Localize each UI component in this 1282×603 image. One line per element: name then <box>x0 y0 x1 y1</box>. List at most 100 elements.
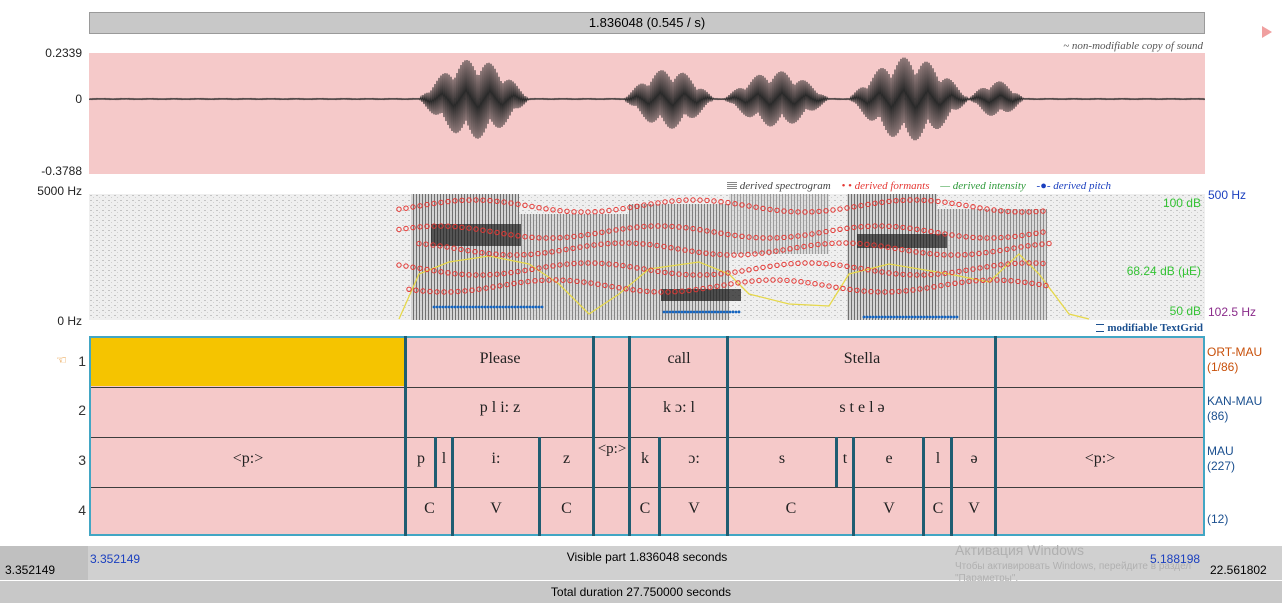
tier-2-interval[interactable]: p l i: z <box>479 399 521 416</box>
formant-point <box>976 250 982 257</box>
formant-point <box>851 204 857 210</box>
formant-point <box>924 285 930 291</box>
tier-4-interval[interactable]: V <box>968 500 980 517</box>
formant-point <box>935 271 941 277</box>
formant-point <box>675 246 681 252</box>
formant-point <box>1046 240 1052 247</box>
formant-point <box>585 209 591 215</box>
formant-point <box>977 235 983 241</box>
tier-2-number[interactable]: 2 <box>78 402 86 418</box>
formant-point <box>676 197 682 204</box>
interval-boundary[interactable] <box>922 437 925 536</box>
interval-boundary[interactable] <box>538 437 541 536</box>
tier-4-interval[interactable]: C <box>785 500 797 517</box>
tier-4-interval[interactable]: C <box>424 500 435 517</box>
formant-point <box>676 224 682 230</box>
tier-2-interval[interactable]: s t e l ə <box>839 399 885 416</box>
tier-3-interval[interactable]: t <box>842 450 848 467</box>
tier-1-interval[interactable]: Please <box>479 350 521 367</box>
interval-boundary[interactable] <box>628 336 631 536</box>
formant-point <box>781 261 787 268</box>
interval-boundary[interactable] <box>994 336 997 536</box>
tier-3-interval[interactable]: <p:> <box>597 441 627 457</box>
formant-point <box>550 263 556 269</box>
tier-3-interval[interactable]: k <box>641 450 649 467</box>
tier-1-name[interactable]: ORT-MAU (1/86) <box>1207 345 1263 374</box>
formant-point <box>1018 244 1024 250</box>
tier-4-interval[interactable]: C <box>932 500 944 517</box>
pitch-point <box>695 310 699 314</box>
tier-1-interval[interactable]: call <box>667 350 691 367</box>
formant-point <box>501 270 507 277</box>
pitch-point <box>704 310 708 314</box>
formant-point <box>564 234 570 240</box>
interval-boundary[interactable] <box>852 437 855 536</box>
formant-point <box>826 283 832 289</box>
formant-point <box>546 277 552 283</box>
scroll-arrow-icon[interactable] <box>1262 26 1272 38</box>
interval-boundary[interactable] <box>592 336 595 536</box>
interval-boundary[interactable] <box>451 437 454 536</box>
tier-3-interval[interactable]: s <box>778 450 786 467</box>
waveform-panel[interactable] <box>88 53 1206 174</box>
tier-3-interval[interactable]: e <box>885 450 893 467</box>
pitch-point <box>438 305 442 309</box>
textgrid-panel[interactable]: Please call Stella p l i: z k ɔ: l s t e… <box>89 336 1205 536</box>
formant-point <box>493 251 499 257</box>
spectrogram-panel[interactable]: 100 dB 68.24 dB (µE) 50 dB <box>89 194 1205 320</box>
formant-point <box>795 233 801 239</box>
tier-3-number[interactable]: 3 <box>78 452 86 468</box>
pitch-point <box>862 315 866 319</box>
formant-point <box>417 203 423 209</box>
pitch-point <box>456 305 460 309</box>
tier-3-interval[interactable]: i: <box>491 450 501 467</box>
tier-4-interval[interactable]: C <box>561 500 572 517</box>
pitch-point <box>937 315 941 319</box>
formant-point <box>830 227 836 234</box>
formant-point <box>766 249 772 255</box>
tier-4-interval[interactable]: C <box>639 500 651 517</box>
tier-3-interval[interactable]: l <box>935 450 941 467</box>
tier-4-interval[interactable]: V <box>688 500 700 517</box>
tier-3-interval[interactable]: <p:> <box>232 450 264 467</box>
tier-3-name[interactable]: MAU (227) <box>1207 444 1236 473</box>
pitch-point <box>480 305 484 309</box>
selected-interval-highlight[interactable] <box>91 338 405 386</box>
formant-point <box>452 223 458 230</box>
interval-boundary[interactable] <box>950 437 953 536</box>
tier-2-interval[interactable]: k ɔ: l <box>663 399 695 416</box>
formant-point <box>518 279 524 286</box>
formant-point <box>1012 260 1018 267</box>
formant-point <box>861 288 867 294</box>
tier-4-interval[interactable]: V <box>883 500 895 517</box>
formant-point <box>921 227 927 234</box>
tier-4-number[interactable]: 4 <box>78 502 86 518</box>
interval-boundary[interactable] <box>835 437 838 487</box>
interval-boundary[interactable] <box>726 336 729 536</box>
interval-boundary[interactable] <box>404 336 407 536</box>
tier-4-name[interactable]: (12) <box>1207 512 1229 526</box>
tier-3-interval[interactable]: ə <box>970 450 978 467</box>
visible-part-bar[interactable] <box>0 546 1282 580</box>
tier-4-interval[interactable]: V <box>490 500 502 517</box>
interval-boundary[interactable] <box>434 437 437 487</box>
pitch-point <box>680 310 684 314</box>
tier-2-name[interactable]: KAN-MAU (86) <box>1207 394 1263 423</box>
tier-3-interval[interactable]: l <box>441 450 447 467</box>
tier-3-interval[interactable]: p <box>417 450 425 467</box>
tier-3-interval[interactable]: z <box>562 450 571 467</box>
formant-point <box>434 289 440 295</box>
tier-3-interval[interactable]: <p:> <box>1084 450 1116 467</box>
tier-1-interval[interactable]: Stella <box>843 350 881 367</box>
formant-point <box>738 252 744 258</box>
interval-boundary[interactable] <box>658 437 661 536</box>
formant-point <box>662 223 668 229</box>
formant-point <box>543 264 549 270</box>
tier-3-interval[interactable]: ɔ: <box>688 450 700 467</box>
formant-point <box>900 224 906 231</box>
formant-point <box>752 251 758 257</box>
total-duration-bar[interactable]: Total duration 27.750000 seconds <box>0 581 1282 603</box>
tier-1-number[interactable]: 1 <box>78 353 86 369</box>
pitch-point <box>432 305 436 309</box>
selection-duration-bar[interactable]: 1.836048 (0.545 / s) <box>89 12 1205 34</box>
